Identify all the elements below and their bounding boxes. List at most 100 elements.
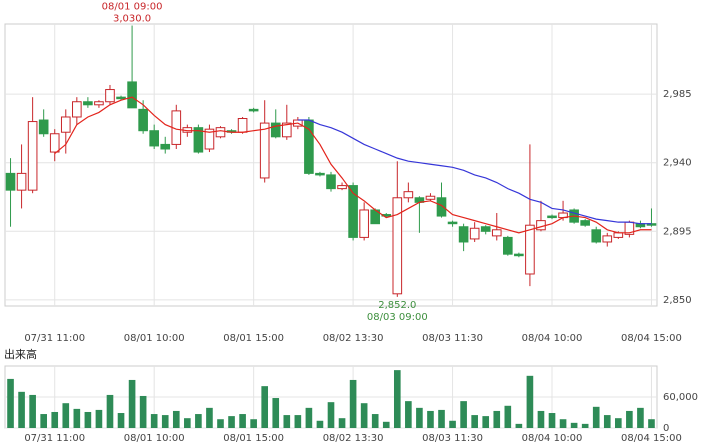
candle-body [491, 229, 502, 237]
volume-bar [504, 405, 512, 428]
volume-title: 出来高 [4, 347, 37, 361]
volume-bar [405, 401, 412, 428]
candle-body [315, 172, 325, 176]
volume-bar [548, 413, 556, 428]
candle-body [94, 101, 104, 106]
volume-bar [305, 407, 313, 428]
volume-bar [117, 413, 125, 428]
candle-body [348, 185, 358, 238]
volume-bar [360, 403, 368, 428]
x-tick-label: 08/04 15:00 [621, 433, 682, 442]
candle-body [337, 185, 347, 190]
volume-bar [62, 403, 70, 428]
candle-body [138, 108, 148, 132]
candle-body [149, 130, 159, 147]
volume-bar [371, 414, 379, 428]
candle-body [525, 224, 535, 275]
x-tick-label: 08/02 13:30 [323, 433, 384, 442]
x-tick-label: 08/02 13:30 [323, 333, 384, 344]
y-tick-label: 2,940 [663, 158, 692, 169]
volume-bar [283, 415, 291, 428]
candle-body [425, 195, 436, 200]
volume-bar [40, 414, 47, 428]
volume-bar [184, 418, 191, 428]
volume-bar [84, 411, 92, 428]
candle-body [237, 118, 248, 133]
volume-bar [18, 391, 25, 428]
volume-bar [106, 394, 114, 428]
candle-body [5, 172, 16, 191]
volume-bar [128, 379, 136, 428]
candle-body [160, 143, 171, 150]
volume-bar [261, 386, 269, 428]
candle-body [281, 122, 292, 138]
low-annotation-time: 08/03 09:00 [367, 312, 428, 323]
candle-body [259, 122, 270, 179]
volume-bar [228, 416, 235, 428]
candle-body [16, 172, 27, 191]
plot-frame [4, 23, 658, 307]
volume-bar [172, 410, 180, 428]
volume-bar [349, 379, 357, 428]
candle-body [270, 122, 281, 138]
x-tick-label: 08/04 10:00 [522, 333, 583, 344]
x-tick-label: 08/03 11:30 [422, 333, 483, 344]
candle-body [469, 227, 480, 240]
candle-body [591, 229, 602, 243]
volume-bar [427, 410, 434, 428]
candle-body [38, 119, 49, 135]
candle-body [359, 209, 369, 238]
candle-body [514, 253, 524, 257]
high-annotation-time: 08/01 09:00 [102, 2, 163, 13]
candle-body [127, 81, 137, 109]
candle-body [27, 121, 38, 191]
x-tick-label: 08/01 15:00 [223, 333, 284, 344]
candle-body [60, 116, 71, 133]
y-tick-label: 2,850 [663, 295, 692, 306]
volume-bar [416, 407, 423, 428]
volume-bar [327, 402, 335, 428]
candle-body [536, 220, 546, 231]
volume-bar [449, 420, 456, 428]
volume-bar [29, 394, 36, 428]
candle-body [204, 128, 215, 150]
volume-bar [338, 418, 346, 428]
candle-body [83, 101, 93, 106]
volume-bar [438, 409, 445, 428]
volume-bar [217, 419, 224, 428]
volume-bar [51, 411, 59, 428]
volume-bar [603, 415, 611, 428]
x-tick-label: 08/01 10:00 [124, 433, 185, 442]
volume-bar [250, 419, 257, 428]
volume-bar [150, 414, 158, 428]
volume-bar [294, 415, 302, 428]
y-tick-label: 0 [663, 423, 669, 434]
candle-body [458, 226, 469, 243]
candle-body [480, 226, 491, 232]
volume-bar [7, 378, 14, 428]
x-tick-label: 08/04 15:00 [621, 333, 682, 344]
candle-body [503, 236, 513, 255]
volume-bar [648, 419, 655, 428]
x-tick-label: 08/04 10:00 [522, 433, 583, 442]
volume-bar [570, 422, 578, 428]
volume-bar [493, 410, 501, 428]
volume-bar [559, 419, 567, 428]
volume-bar [626, 410, 633, 428]
candle-body [392, 197, 403, 295]
candle-body [49, 133, 60, 153]
candle-body [193, 127, 204, 153]
volume-bar [206, 407, 213, 428]
candle-body [447, 221, 458, 225]
volume-bar [581, 423, 589, 428]
moving-average-line [54, 96, 652, 234]
volume-bar [161, 415, 169, 428]
volume-bar [482, 416, 490, 428]
candle-body [613, 232, 624, 238]
y-tick-label: 2,895 [663, 226, 692, 237]
y-tick-label: 60,000 [663, 392, 698, 403]
candle-body [72, 101, 82, 118]
candle-body [105, 89, 115, 103]
volume-bar [592, 406, 600, 428]
x-tick-label: 07/31 11:00 [24, 433, 85, 442]
